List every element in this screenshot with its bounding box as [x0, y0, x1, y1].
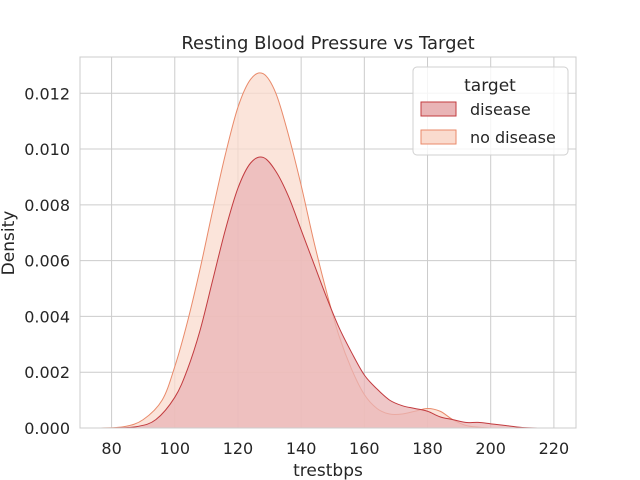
- chart-title: Resting Blood Pressure vs Target: [181, 33, 474, 54]
- x-tick-labels: 80 100 120 140 160 180 200 220: [101, 439, 569, 458]
- y-tick-label: 0.000: [24, 419, 70, 438]
- y-tick-label: 0.002: [24, 363, 70, 382]
- density-area-disease: [111, 156, 542, 429]
- y-axis-label: Density: [0, 211, 19, 276]
- x-tick-label: 140: [286, 439, 317, 458]
- density-line-disease: [111, 156, 542, 429]
- x-tick-label: 100: [160, 439, 191, 458]
- y-tick-label: 0.006: [24, 252, 70, 271]
- x-tick-label: 120: [223, 439, 254, 458]
- density-line-no-disease: [98, 72, 491, 429]
- legend-items: disease no disease: [420, 100, 556, 147]
- legend-label-disease: disease: [470, 100, 531, 119]
- legend-swatch-disease: [420, 101, 457, 117]
- legend-label-no-disease: no disease: [470, 128, 556, 147]
- x-tick-label: 180: [412, 439, 443, 458]
- y-tick-label: 0.004: [24, 307, 70, 326]
- y-tick-label: 0.010: [24, 140, 70, 159]
- y-tick-labels: 0.000 0.002 0.004 0.006 0.008 0.010 0.012: [24, 84, 70, 438]
- series-layer: [98, 72, 542, 429]
- x-tick-label: 80: [101, 439, 121, 458]
- legend-swatch-no-disease: [420, 129, 457, 145]
- y-tick-label: 0.012: [24, 84, 70, 103]
- legend: target disease no disease: [412, 66, 569, 156]
- y-tick-label: 0.008: [24, 196, 70, 215]
- x-tick-label: 220: [539, 439, 570, 458]
- x-tick-label: 160: [349, 439, 380, 458]
- x-axis-label: trestbps: [293, 461, 363, 480]
- plot-frame: [79, 56, 577, 429]
- x-tick-label: 200: [475, 439, 506, 458]
- legend-title: target: [464, 76, 516, 96]
